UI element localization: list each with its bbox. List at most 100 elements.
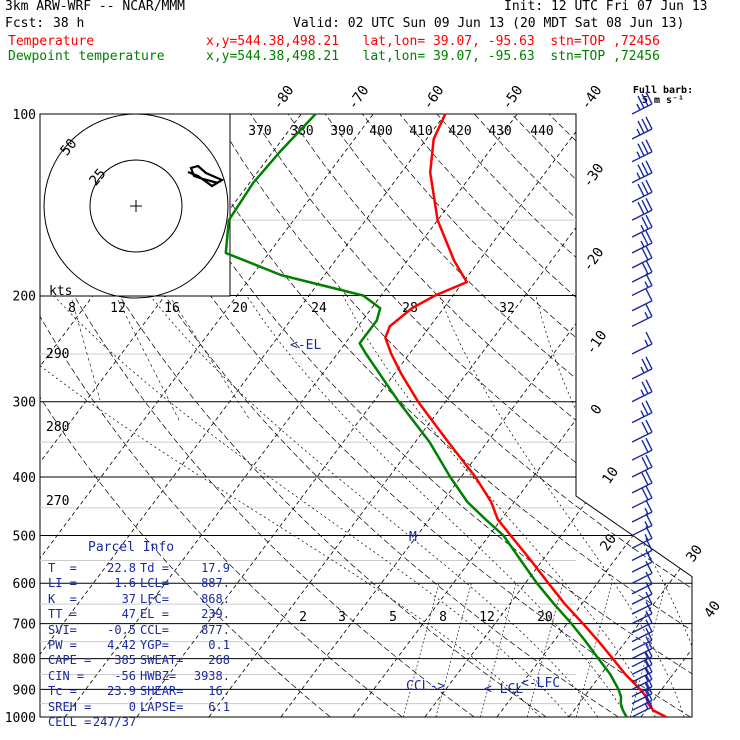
dry-adiabat xyxy=(40,114,475,717)
isotherm xyxy=(352,114,692,717)
parcel-value: 385 xyxy=(114,653,137,668)
mixing-ratio-label: 3 xyxy=(338,610,346,625)
wind-barb-flag xyxy=(645,571,653,585)
wind-barb-flag xyxy=(641,261,649,275)
isotherm xyxy=(280,114,692,717)
parcel-key: TT = xyxy=(48,607,77,622)
parcel-key: SVI= xyxy=(48,622,77,637)
wind-barb-staff xyxy=(631,655,653,668)
wind-barb-staff xyxy=(631,284,653,297)
dry-adiabat xyxy=(213,114,692,717)
wind-barb-staff xyxy=(631,343,653,355)
parcel-key: CCL= xyxy=(140,622,169,637)
wind-barb-flag xyxy=(645,549,653,563)
wind-barb-half xyxy=(644,667,649,675)
wind-barb-flag xyxy=(637,95,645,109)
isotherm xyxy=(424,114,692,717)
parcel-row: TT = 47 EL = 239. xyxy=(48,607,230,622)
mixing-ratio-label: 2 xyxy=(299,610,307,625)
moist-adiabat xyxy=(40,295,541,717)
parcel-value: 868. xyxy=(201,591,230,606)
theta-side-label: 270 xyxy=(46,494,69,509)
wind-barb-half xyxy=(640,240,645,248)
wind-barb-staff xyxy=(631,685,653,698)
parcel-value: 3938. xyxy=(193,668,230,683)
wind-barb-flag xyxy=(645,400,653,413)
wind-barb-staff xyxy=(631,678,653,691)
wind-barb-half xyxy=(636,151,641,159)
isotherm-label: -70 xyxy=(345,83,373,113)
wind-barb-staff xyxy=(631,271,653,283)
wind-barb-staff xyxy=(631,497,653,509)
hodograph-ring xyxy=(43,113,229,299)
parcel-key: CAPE = xyxy=(48,653,92,668)
dry-adiabat xyxy=(63,114,619,717)
speed-tick-label: 20 xyxy=(232,301,248,316)
wind-barb-staff xyxy=(631,226,653,238)
parcel-value: -0.5 xyxy=(107,622,137,637)
wind-barb-half xyxy=(644,652,649,659)
wind-barb-flag xyxy=(645,116,653,130)
parcel-value: 0.1 xyxy=(208,638,230,653)
wind-barb-flag xyxy=(645,197,653,211)
isotherm-label: 30 xyxy=(683,542,706,565)
parcel-key: PW = xyxy=(48,638,77,653)
parcel-row: CAPE = 385 SWEAT= 268 xyxy=(48,653,230,668)
wind-barb-staff xyxy=(631,612,653,625)
wind-barb-flag xyxy=(645,214,653,228)
parcel-key: CELL = xyxy=(48,715,92,730)
wind-barb-staff xyxy=(631,391,653,403)
wind-barb-staff xyxy=(631,603,653,615)
wind-barb-flag xyxy=(645,259,653,273)
init-time: Init: 12 UTC Fri 07 Jun 13 xyxy=(504,0,708,14)
wind-barb-half xyxy=(640,224,645,232)
wind-barb-flag xyxy=(645,419,653,433)
dry-adiabat xyxy=(287,114,692,717)
mixing-ratio-label: 5 xyxy=(389,610,397,625)
wind-barb-half xyxy=(644,339,649,347)
isotherm-label: -80 xyxy=(270,83,298,113)
valid-time: Valid: 02 UTC Sun 09 Jun 13 (20 MDT Sat … xyxy=(293,16,685,31)
mixing-ratio-line xyxy=(526,583,564,718)
wind-barb-staff xyxy=(631,368,653,380)
lfc-marker: <-LFC xyxy=(521,676,560,691)
moist-adiabat xyxy=(535,295,692,717)
wind-barb-staff xyxy=(631,583,653,595)
theta-side-label: 290 xyxy=(46,347,69,362)
wind-barb-flag xyxy=(645,601,653,614)
parcel-value: 268 xyxy=(208,653,230,668)
parcel-value: 239. xyxy=(201,607,230,622)
mixing-ratio-line xyxy=(435,583,472,718)
theta-label: 370 xyxy=(248,124,271,139)
isotherm-label: -50 xyxy=(499,83,527,113)
pressure-tick-label: 800 xyxy=(13,653,36,668)
pressure-tick-label: 700 xyxy=(13,618,36,633)
wind-barb-flag xyxy=(645,627,653,641)
isotherm-label: -60 xyxy=(420,83,448,113)
hodograph-ring xyxy=(89,159,183,253)
parcel-value: 47 xyxy=(121,607,137,622)
wind-barb-flag xyxy=(637,201,645,215)
wind-barb-flag xyxy=(641,232,649,246)
mixing-ratio-line xyxy=(403,583,440,718)
wind-barb-flag xyxy=(645,160,653,174)
isotherm-label: 20 xyxy=(597,531,620,554)
parcel-value: 16. xyxy=(208,684,230,699)
isotherm-label: 0 xyxy=(588,402,606,418)
wind-barb-flag xyxy=(645,610,653,624)
parcel-value: -56 xyxy=(114,668,137,683)
speed-tick-label: 16 xyxy=(164,301,180,316)
parcel-key: CIN = xyxy=(48,668,85,683)
pressure-tick-label: 300 xyxy=(13,396,36,411)
parcel-key: Td = xyxy=(140,561,169,575)
parcel-marker: M xyxy=(409,530,417,545)
model-title: 3km ARW-WRF -- NCAR/MMM xyxy=(5,0,186,14)
parcel-key: EL = xyxy=(140,607,169,622)
speed-tick-label: 32 xyxy=(499,301,515,316)
parcel-row: LI = -1.6 LCL= 887. xyxy=(48,576,230,591)
wind-barb-staff xyxy=(631,699,653,711)
wind-barb-staff xyxy=(631,449,653,461)
parcel-info-panel: Parcel Info T = 22.8 Td = 17.9 LI = -1.6 LCL= 8… xyxy=(48,540,230,730)
wind-barb-staff xyxy=(631,242,653,254)
pressure-tick-label: 900 xyxy=(13,683,36,698)
